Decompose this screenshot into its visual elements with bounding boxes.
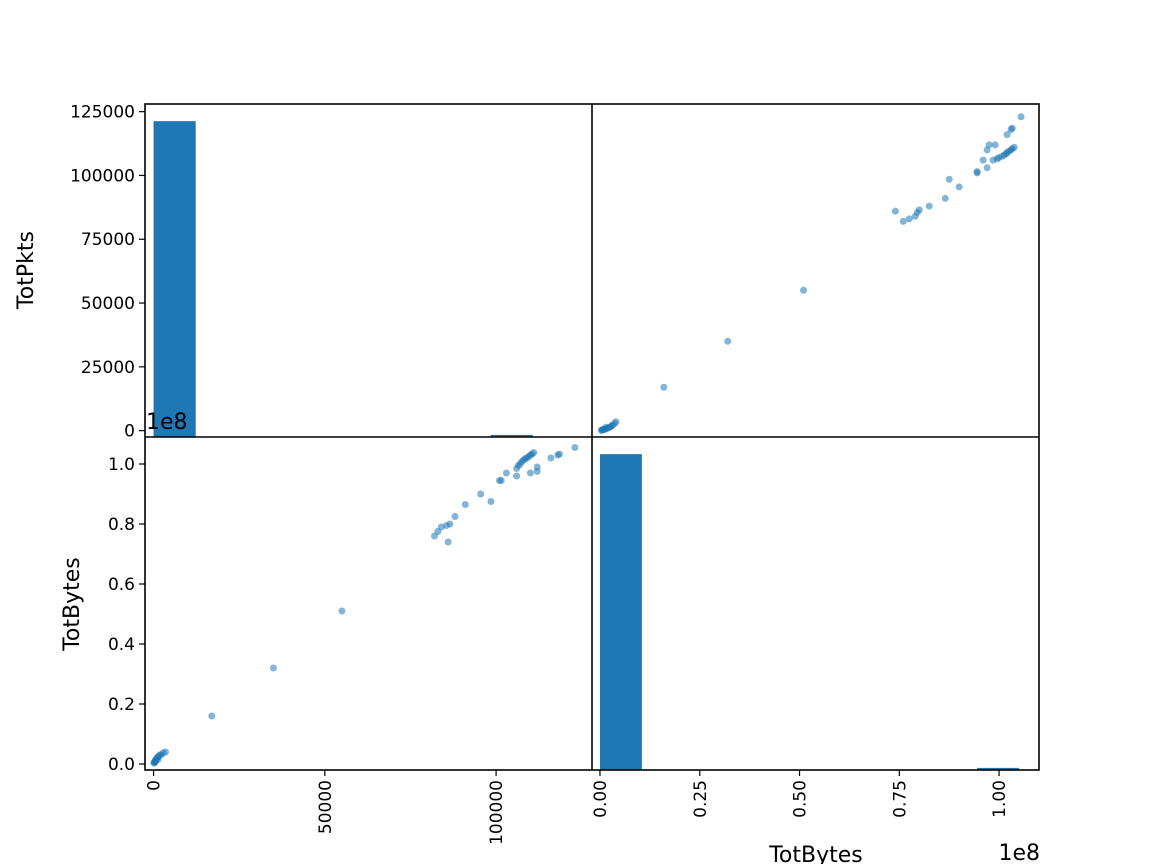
scatter-point bbox=[925, 202, 933, 210]
x-tick-label: 0.00 bbox=[591, 780, 611, 818]
scatter-point bbox=[991, 141, 999, 149]
scatter-point bbox=[461, 501, 469, 508]
scatter-point bbox=[208, 712, 216, 720]
scatter-point bbox=[497, 477, 505, 484]
x-tick-label: 50000 bbox=[316, 780, 336, 834]
scatter-point bbox=[598, 426, 606, 434]
scatter-point bbox=[530, 449, 538, 457]
panel-totbytes-vs-totpkts-scatter bbox=[597, 113, 1025, 434]
y-scale-label: 1e8 bbox=[146, 410, 188, 435]
y-axis-ticks-totbytes: 0.0 0.2 0.4 0.6 0.8 1.0 bbox=[108, 455, 145, 775]
y-tick-label: 125000 bbox=[70, 103, 135, 123]
scatter-point bbox=[526, 469, 534, 477]
x-tick-label: 0.75 bbox=[890, 780, 910, 818]
x-tick-label: 100000 bbox=[487, 780, 507, 845]
scatter-point bbox=[941, 194, 949, 202]
y-tick-label: 0 bbox=[124, 422, 135, 442]
histogram-bar bbox=[599, 454, 642, 770]
x-tick-label: 0.50 bbox=[791, 780, 811, 818]
y-tick-label: 0.2 bbox=[108, 695, 135, 715]
y-axis-label-totpkts: TotPkts bbox=[14, 231, 39, 310]
scatter-point bbox=[444, 538, 452, 546]
scatter-point bbox=[502, 469, 510, 477]
x-tick-label: 0 bbox=[145, 780, 165, 791]
scatter-point bbox=[955, 183, 963, 191]
scatter-point bbox=[891, 207, 899, 215]
panel-totbytes-histogram bbox=[599, 454, 1020, 770]
scatter-point bbox=[905, 215, 913, 223]
x-tick-label: 0.25 bbox=[691, 780, 711, 818]
scatter-point bbox=[151, 759, 159, 766]
histogram-bar bbox=[490, 434, 533, 437]
x-axis-ticks-totbytes: 0.00 0.25 0.50 0.75 1.00 bbox=[591, 770, 1010, 818]
scatter-point bbox=[1008, 124, 1016, 132]
scatter-point bbox=[983, 164, 991, 172]
y-tick-label: 0.8 bbox=[108, 515, 135, 535]
scatter-point bbox=[513, 472, 521, 480]
panel-totpkts-vs-totbytes-scatter bbox=[150, 444, 579, 767]
y-tick-label: 0.6 bbox=[108, 575, 135, 595]
scatter-point bbox=[1017, 113, 1025, 121]
panel-frames bbox=[144, 103, 1040, 771]
panel-totpkts-histogram bbox=[153, 121, 533, 437]
histogram-bar bbox=[153, 121, 196, 437]
scatter-point bbox=[1003, 131, 1011, 139]
scatter-point bbox=[446, 520, 454, 528]
y-tick-label: 25000 bbox=[81, 358, 135, 378]
scatter-point bbox=[800, 286, 808, 294]
y-tick-label: 50000 bbox=[81, 294, 135, 314]
scatter-point bbox=[162, 748, 170, 756]
scatter-point bbox=[477, 490, 485, 498]
scatter-point bbox=[571, 444, 579, 451]
scatter-point bbox=[985, 141, 993, 149]
scatter-point bbox=[451, 513, 459, 520]
scatter-point bbox=[915, 206, 923, 214]
y-tick-label: 75000 bbox=[81, 230, 135, 250]
scatter-point bbox=[973, 168, 981, 176]
scatter-point bbox=[269, 664, 277, 672]
y-tick-label: 0.0 bbox=[108, 755, 135, 775]
scatter-point bbox=[612, 418, 620, 426]
scatter-point bbox=[533, 463, 541, 471]
x-tick-label: 1.00 bbox=[990, 780, 1010, 818]
scatter-point bbox=[338, 607, 346, 615]
scatter-point bbox=[724, 337, 732, 345]
scatter-point bbox=[487, 498, 495, 505]
scatter-point bbox=[945, 175, 953, 183]
scatter-point bbox=[979, 156, 987, 164]
scatter-point bbox=[555, 450, 563, 458]
scatter-point bbox=[660, 383, 668, 391]
scatter-point bbox=[899, 217, 907, 225]
y-axis-ticks-totpkts: 0 25000 50000 75000 100000 125000 bbox=[70, 103, 145, 442]
x-axis-ticks-totpkts: 0 50000 100000 bbox=[145, 770, 507, 845]
y-axis-label-totbytes: TotBytes bbox=[60, 557, 85, 652]
scatter-point bbox=[1010, 143, 1018, 151]
y-tick-label: 100000 bbox=[70, 166, 135, 186]
y-tick-label: 0.4 bbox=[108, 635, 135, 655]
scatter-point bbox=[547, 454, 555, 462]
histogram-bar bbox=[977, 767, 1020, 770]
x-scale-label: 1e8 bbox=[998, 841, 1040, 864]
y-tick-label: 1.0 bbox=[108, 455, 135, 475]
x-axis-label-totbytes: TotBytes bbox=[768, 843, 863, 864]
